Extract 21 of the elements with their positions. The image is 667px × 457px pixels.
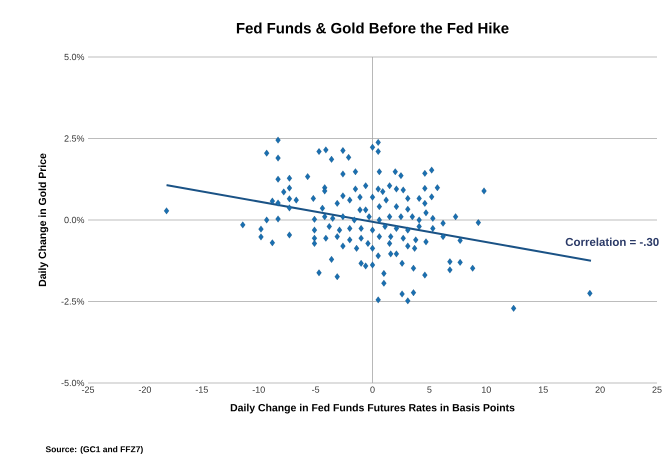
y-tick-label: -2.5% [61,298,84,305]
x-tick-label: 0 [370,386,375,393]
x-tick-label: -15 [196,386,208,393]
x-tick-label: 5 [427,386,432,393]
y-axis-title: Daily Change in Gold Price [38,153,48,286]
y-tick-label: 0.0% [64,216,84,224]
y-tick-label: 5.0% [64,54,84,60]
source-note: Source: (GC1 and FFZ7) [46,446,143,454]
x-tick-label: 25 [652,386,662,393]
y-tick-label: 2.5% [64,135,84,142]
x-tick-label: -10 [252,386,265,393]
x-tick-label: -20 [138,386,152,393]
chart-title: Fed Funds & Gold Before the Fed Hike [236,22,509,34]
y-tick-label: -5.0% [61,380,84,386]
x-tick-label: -25 [82,386,94,393]
x-axis-title: Daily Change in Fed Funds Futures Rates in Basis Points [230,404,514,414]
x-tick-label: 15 [538,386,548,393]
x-tick-label: 20 [596,386,605,393]
x-tick-label: 10 [482,386,491,393]
x-tick-label: -5 [312,386,320,393]
annotation: Correlation = -.30 [566,238,659,246]
